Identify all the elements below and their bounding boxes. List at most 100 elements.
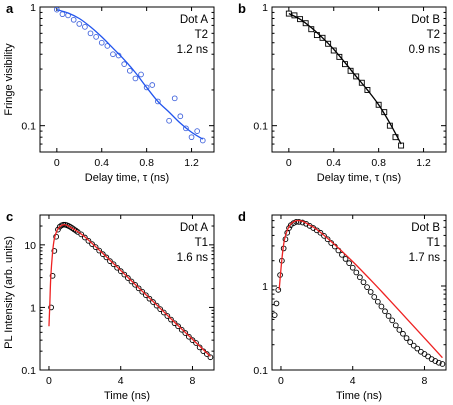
y-tick-label: 1 — [30, 302, 36, 314]
data-point — [336, 53, 343, 60]
data-point — [82, 24, 88, 30]
data-point — [121, 271, 128, 278]
data-point — [188, 134, 195, 141]
data-point — [171, 320, 178, 327]
x-tick-label: 0.8 — [139, 157, 154, 169]
data-point — [99, 251, 106, 258]
data-point — [128, 278, 135, 285]
y-axis-label: PL Intensity (arb. units) — [3, 236, 15, 349]
data-point — [92, 244, 99, 250]
data-point — [138, 71, 144, 78]
data-point — [70, 16, 77, 23]
y-tick-label: 1 — [262, 2, 268, 14]
data-point — [193, 340, 199, 346]
data-point — [439, 361, 446, 367]
data-point — [285, 10, 292, 17]
data-point — [382, 308, 388, 315]
data-point — [347, 67, 354, 74]
data-point — [96, 247, 103, 254]
y-tick-label: 10 — [24, 240, 36, 252]
plot-frame — [271, 6, 447, 153]
data-point — [110, 51, 116, 58]
data-point — [183, 125, 189, 132]
data-point — [142, 292, 149, 299]
data-point — [272, 312, 278, 318]
data-point — [98, 39, 105, 46]
x-tick-label: 4 — [118, 375, 124, 387]
data-point — [160, 309, 167, 316]
data-point — [51, 248, 58, 254]
data-point — [400, 330, 406, 337]
data-point — [87, 30, 94, 37]
x-tick-label: 8 — [422, 375, 428, 387]
data-layer — [285, 10, 405, 149]
data-point — [321, 233, 327, 239]
data-point — [371, 294, 378, 300]
panel-letter: a — [6, 1, 14, 16]
x-tick-label: 0.4 — [94, 157, 109, 169]
data-point — [317, 229, 324, 236]
y-tick-label: 0.1 — [21, 121, 36, 133]
data-layer — [48, 221, 214, 361]
data-point — [435, 359, 442, 366]
data-point — [203, 351, 210, 357]
annotation-line: T2 — [427, 29, 440, 41]
data-point — [139, 288, 146, 295]
data-point — [126, 67, 133, 74]
data-point — [117, 268, 124, 274]
data-point — [407, 339, 413, 345]
y-tick-label: 0.1 — [253, 121, 268, 133]
data-point — [425, 353, 431, 360]
data-point — [403, 335, 410, 341]
data-point — [302, 20, 309, 27]
y-tick-label: 1 — [262, 281, 268, 293]
data-point — [273, 300, 280, 307]
plot-frame — [39, 214, 215, 371]
annotation-line: Dot A — [180, 14, 208, 26]
data-point — [275, 286, 282, 293]
x-tick-label: 0 — [286, 157, 292, 169]
data-point — [146, 295, 153, 302]
data-point — [189, 337, 196, 343]
data-point — [325, 40, 332, 47]
data-point — [389, 317, 396, 324]
data-point — [135, 285, 142, 292]
panel-letter: c — [6, 209, 13, 224]
data-point — [410, 342, 417, 349]
data-point — [346, 260, 352, 267]
x-axis-label: Delay time, τ (ns) — [317, 172, 401, 184]
data-point — [367, 289, 374, 295]
annotation-line: T1 — [195, 237, 208, 249]
data-point — [207, 354, 214, 361]
data-point — [76, 21, 83, 27]
panel-letter: b — [238, 1, 246, 16]
data-point — [374, 298, 381, 305]
data-point — [93, 34, 99, 40]
fit-curve — [48, 223, 211, 357]
data-point — [296, 219, 302, 225]
plot-frame — [271, 214, 447, 371]
data-point — [199, 137, 206, 144]
data-layer — [53, 7, 206, 144]
data-point — [385, 313, 392, 319]
data-point — [319, 34, 326, 41]
data-point — [357, 274, 363, 281]
data-point — [375, 101, 382, 108]
data-point — [324, 236, 331, 243]
x-axis-label: Delay time, τ (ns) — [85, 172, 169, 184]
data-point — [364, 86, 371, 93]
panel-letter: d — [238, 209, 246, 224]
data-point — [114, 264, 120, 271]
x-tick-label: 1.2 — [184, 157, 199, 169]
x-tick-label: 0 — [46, 375, 52, 387]
data-point — [89, 241, 95, 247]
plot-frame — [39, 6, 215, 153]
data-point — [166, 117, 172, 124]
y-tick-label: 1 — [30, 2, 36, 14]
data-point — [297, 16, 304, 23]
fit-curve — [288, 13, 402, 145]
fit-curve — [56, 9, 204, 140]
data-point — [358, 79, 365, 86]
annotation-line: 0.9 ns — [409, 44, 441, 56]
data-point — [182, 330, 189, 336]
